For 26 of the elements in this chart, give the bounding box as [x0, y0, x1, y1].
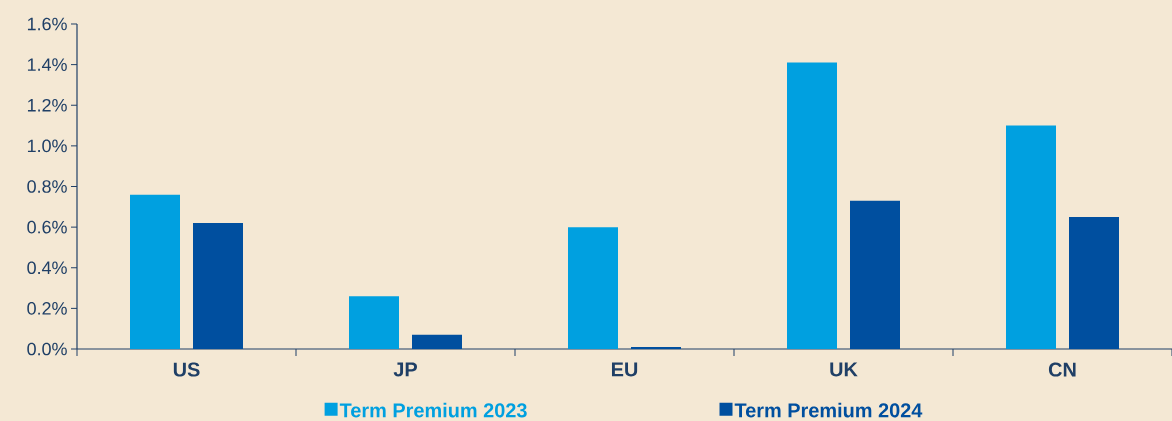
x-tick-label: US	[173, 362, 200, 377]
bar	[787, 62, 837, 349]
bar	[1006, 125, 1056, 349]
x-tick-label: UK	[830, 362, 858, 377]
y-tick-label: 1.0%	[27, 139, 67, 153]
x-tick-label: EU	[611, 362, 638, 377]
y-tick-label: 0.0%	[27, 342, 67, 356]
y-tick-label: 1.4%	[27, 58, 67, 71]
bar	[349, 296, 399, 349]
bar	[568, 227, 618, 349]
bar	[412, 334, 462, 349]
legend-label: Term Premium 2023	[339, 402, 527, 418]
legend-label: Term Premium 2024	[734, 402, 923, 418]
x-tick-label: JP	[393, 362, 417, 377]
bar	[1069, 216, 1119, 349]
bar	[193, 223, 243, 349]
y-tick-label: 0.2%	[27, 302, 67, 315]
y-tick-label: 1.2%	[27, 98, 67, 112]
y-tick-label: 0.8%	[27, 180, 67, 193]
bar	[850, 200, 900, 349]
x-tick-label: CN	[1048, 362, 1076, 377]
bar	[631, 346, 681, 349]
bar	[130, 194, 180, 349]
y-tick-label: 0.6%	[27, 220, 67, 234]
y-tick-label: 0.4%	[27, 261, 67, 275]
y-tick-label: 1.6%	[27, 17, 67, 31]
